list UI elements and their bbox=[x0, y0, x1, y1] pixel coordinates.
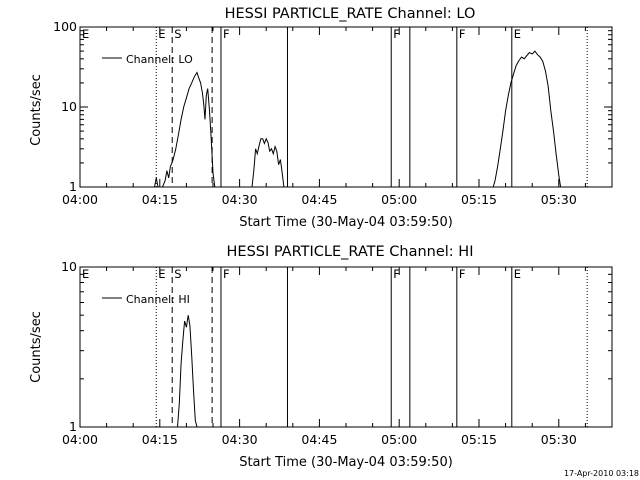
panel-hi-title: HESSI PARTICLE_RATE Channel: HI bbox=[227, 244, 474, 260]
panel-hi-xlabel: Start Time (30-May-04 03:59:50) bbox=[239, 455, 453, 470]
panel-lo-ytick-label: 100 bbox=[53, 19, 77, 34]
panel-lo: HESSI PARTICLE_RATE Channel: LO Start Ti… bbox=[29, 6, 613, 230]
panel-hi-ylabel: Counts/sec bbox=[29, 311, 44, 383]
panel-lo-series-line bbox=[492, 50, 562, 188]
panel-hi-marker-label: E bbox=[158, 267, 165, 281]
panel-lo-edge-label: E bbox=[82, 27, 89, 41]
panel-hi-marker-label: F bbox=[393, 267, 400, 281]
panel-hi-edge-label: E bbox=[82, 267, 89, 281]
panel-lo-marker-label: F bbox=[459, 27, 466, 41]
panel-hi-marker-label: E bbox=[514, 267, 521, 281]
panel-lo-marker-label: F bbox=[393, 27, 400, 41]
panel-lo-series-line bbox=[154, 71, 216, 188]
panel-hi-legend-label: Channel: HI bbox=[126, 293, 190, 306]
panel-lo-xtick-label: 05:00 bbox=[381, 192, 417, 207]
panel-hi-xtick-label: 04:45 bbox=[301, 432, 337, 447]
panel-lo-ytick-label: 1 bbox=[69, 179, 77, 194]
panel-hi-xtick-label: 04:15 bbox=[142, 432, 178, 447]
panel-lo-marker-label: E bbox=[514, 27, 521, 41]
panel-lo-marker-label: S bbox=[174, 27, 181, 41]
panel-hi-xtick-label: 05:00 bbox=[381, 432, 417, 447]
panel-lo-xtick-label: 04:30 bbox=[222, 192, 258, 207]
panel-lo-series-line bbox=[251, 137, 285, 188]
panel-lo-ylabel: Counts/sec bbox=[29, 74, 44, 146]
panel-lo-xtick-label: 05:30 bbox=[541, 192, 577, 207]
panel-hi: HESSI PARTICLE_RATE Channel: HI Start Ti… bbox=[29, 244, 613, 470]
panel-lo-frame bbox=[79, 26, 613, 188]
panel-lo-xlabel: Start Time (30-May-04 03:59:50) bbox=[239, 215, 453, 230]
panel-hi-xtick-label: 05:30 bbox=[541, 432, 577, 447]
panel-lo-xtick-label: 04:45 bbox=[301, 192, 337, 207]
panel-hi-ytick-label: 10 bbox=[61, 259, 77, 274]
panel-hi-xtick-label: 05:15 bbox=[461, 432, 497, 447]
panel-hi-marker-label: F bbox=[223, 267, 230, 281]
footer-timestamp: 17-Apr-2010 03:18 bbox=[564, 469, 639, 478]
panel-lo-xtick-label: 04:15 bbox=[142, 192, 178, 207]
panel-lo-xtick-label: 05:15 bbox=[461, 192, 497, 207]
panel-hi-xtick-label: 04:00 bbox=[62, 432, 98, 447]
panel-hi-frame bbox=[79, 266, 613, 428]
panel-lo-ytick-label: 10 bbox=[61, 99, 77, 114]
panel-lo-legend-label: Channel: LO bbox=[126, 53, 193, 66]
panel-hi-series-line bbox=[177, 315, 198, 428]
panel-lo-marker-label: F bbox=[223, 27, 230, 41]
panel-lo-xtick-label: 04:00 bbox=[62, 192, 98, 207]
panel-lo-title: HESSI PARTICLE_RATE Channel: LO bbox=[225, 6, 476, 22]
panel-hi-xtick-label: 04:30 bbox=[222, 432, 258, 447]
panel-hi-ytick-label: 1 bbox=[69, 419, 77, 434]
panel-lo-marker-label: E bbox=[158, 27, 165, 41]
panel-hi-marker-label: F bbox=[459, 267, 466, 281]
panel-hi-marker-label: S bbox=[174, 267, 181, 281]
